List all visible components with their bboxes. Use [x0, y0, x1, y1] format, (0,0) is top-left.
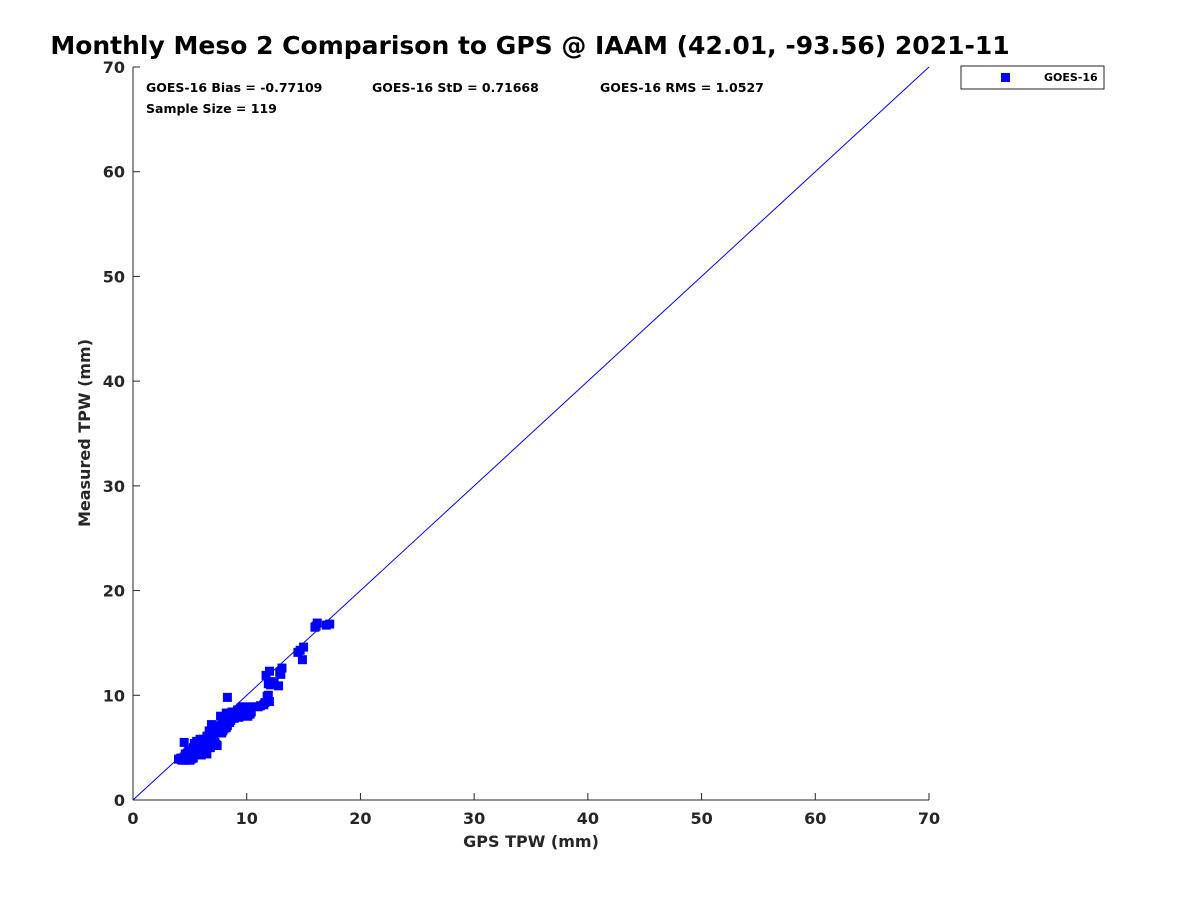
- data-point: [179, 737, 189, 747]
- data-point: [264, 666, 274, 676]
- data-point: [229, 713, 239, 723]
- data-point: [325, 619, 335, 629]
- data-point: [295, 645, 305, 655]
- stat-sample-size: Sample Size = 119: [146, 101, 277, 116]
- y-tick-label: 0: [114, 791, 125, 810]
- legend-marker-goes16: [1001, 73, 1010, 82]
- x-tick-label: 50: [690, 809, 712, 828]
- y-tick-label: 40: [103, 372, 125, 391]
- data-point: [213, 726, 223, 736]
- y-tick-label: 70: [103, 58, 125, 77]
- data-point: [211, 740, 221, 750]
- data-point: [246, 707, 256, 717]
- legend: GOES-16: [960, 65, 1105, 90]
- data-point: [237, 702, 247, 712]
- y-tick-label: 30: [103, 477, 125, 496]
- data-point: [255, 701, 265, 711]
- data-point: [222, 692, 232, 702]
- data-point: [297, 655, 307, 665]
- data-point: [208, 723, 218, 733]
- chart-title: Monthly Meso 2 Comparison to GPS @ IAAM …: [50, 31, 1009, 60]
- data-point: [209, 732, 219, 742]
- y-tick-label: 50: [103, 267, 125, 286]
- data-point: [245, 702, 255, 712]
- data-point: [206, 738, 216, 748]
- x-axis-label: GPS TPW (mm): [463, 832, 599, 851]
- data-point: [188, 743, 198, 753]
- data-point: [274, 681, 284, 691]
- legend-label-goes16: GOES-16: [1044, 71, 1098, 84]
- data-point: [186, 754, 196, 764]
- stat-std: GOES-16 StD = 0.71668: [372, 80, 539, 95]
- data-point: [263, 690, 273, 700]
- data-point: [269, 678, 279, 688]
- stat-bias: GOES-16 Bias = -0.77109: [146, 80, 322, 95]
- x-tick-label: 30: [463, 809, 485, 828]
- y-tick-label: 60: [103, 163, 125, 182]
- axes: 0 10 20 30 40 50 60 70 0 10 20 30 40 50 60 70: [103, 58, 940, 828]
- data-point: [264, 697, 274, 707]
- stat-rms: GOES-16 RMS = 1.0527: [600, 80, 764, 95]
- data-point: [221, 723, 231, 733]
- y-tick-label: 20: [103, 582, 125, 601]
- data-point: [199, 734, 209, 744]
- x-tick-label: 10: [236, 809, 258, 828]
- x-tick-label: 0: [127, 809, 138, 828]
- data-point: [235, 711, 245, 721]
- data-point: [192, 736, 202, 746]
- x-tick-label: 70: [918, 809, 940, 828]
- data-point: [202, 749, 212, 759]
- data-point: [310, 622, 320, 632]
- data-point: [275, 667, 285, 677]
- legend-box: [960, 65, 1105, 90]
- data-point: [260, 698, 270, 708]
- data-point: [227, 707, 237, 717]
- scatter-points: [173, 618, 335, 765]
- data-point: [176, 753, 186, 763]
- y-tick-label: 10: [103, 686, 125, 705]
- x-tick-label: 20: [349, 809, 371, 828]
- data-point: [216, 721, 226, 731]
- y-axis-label: Measured TPW (mm): [75, 339, 94, 527]
- data-point: [184, 746, 194, 756]
- x-tick-label: 40: [577, 809, 599, 828]
- data-point: [219, 712, 229, 722]
- x-tick-label: 60: [804, 809, 826, 828]
